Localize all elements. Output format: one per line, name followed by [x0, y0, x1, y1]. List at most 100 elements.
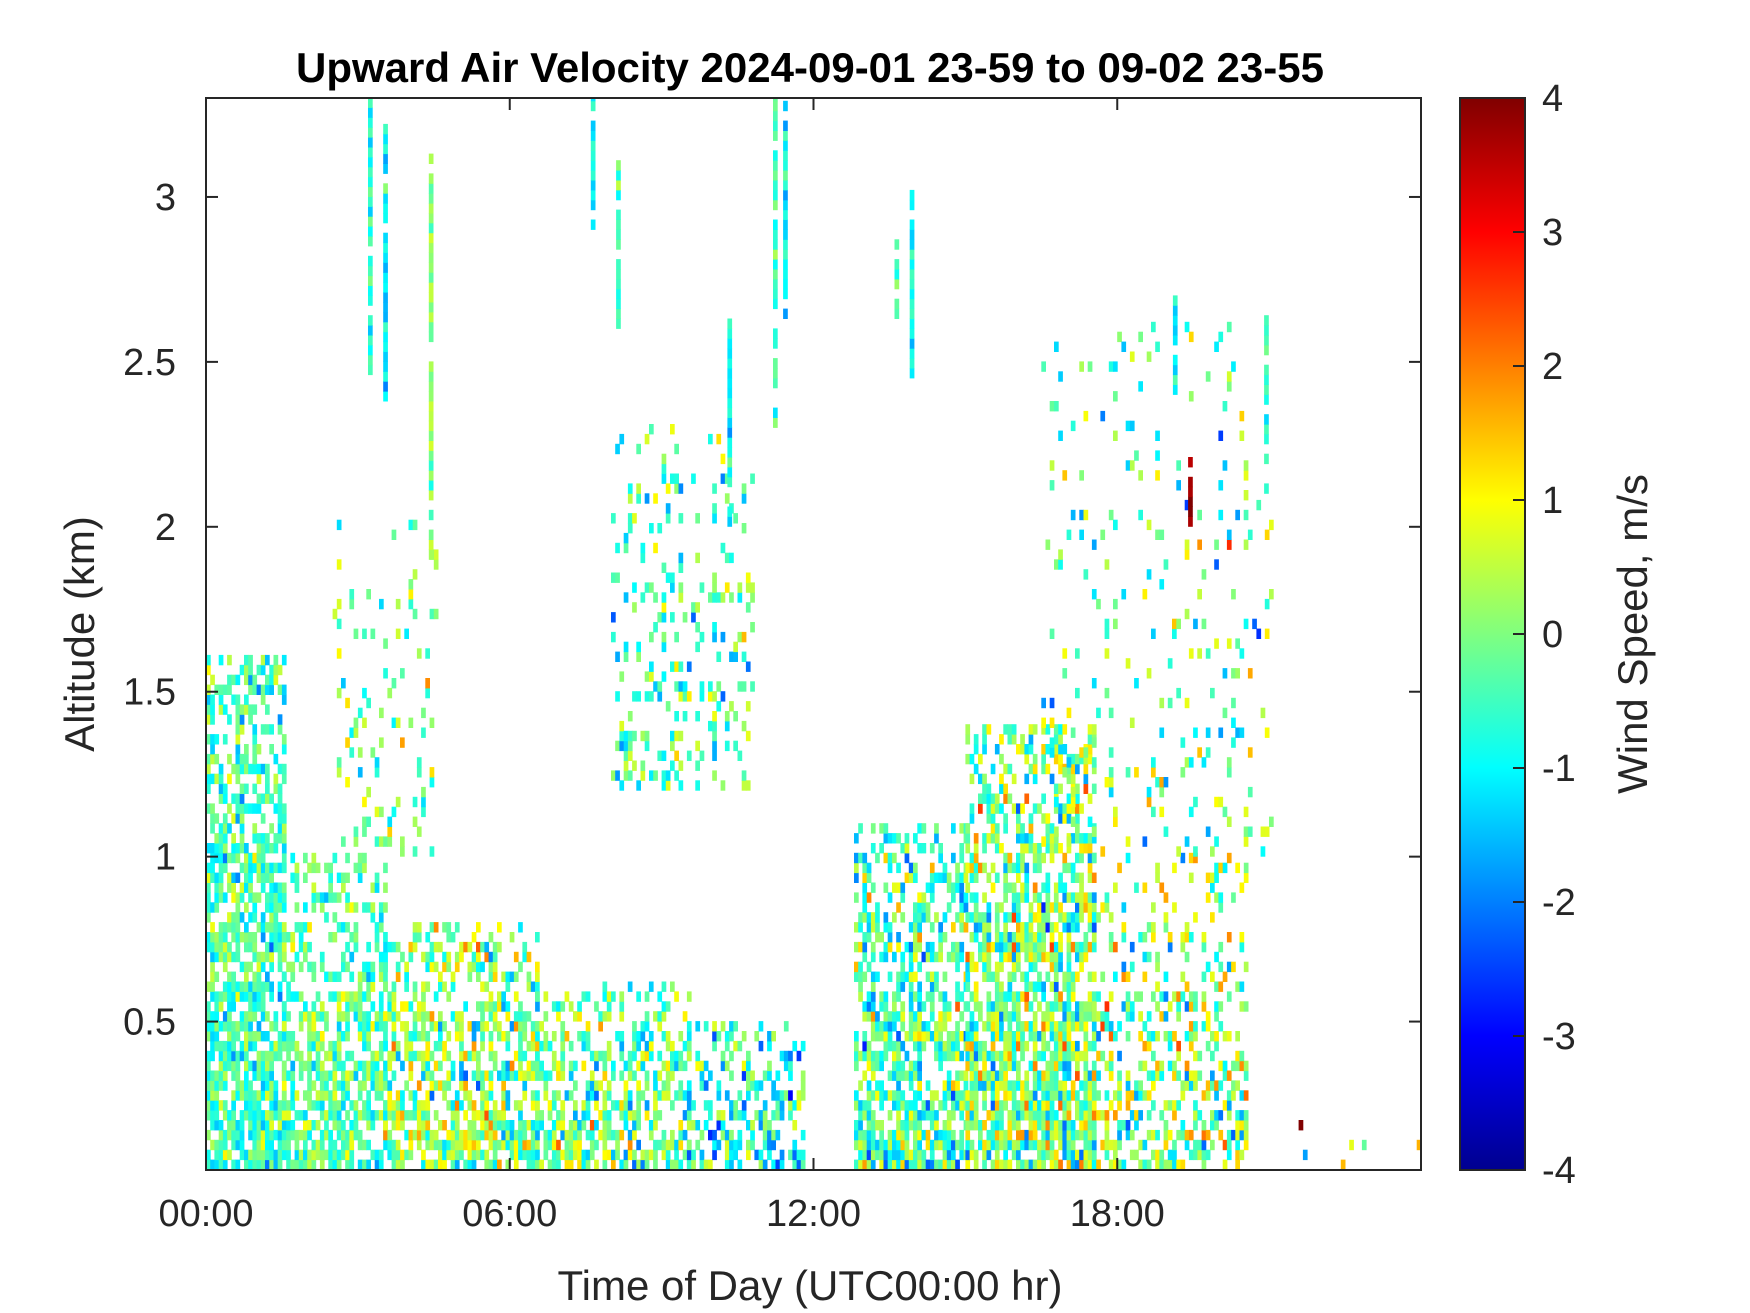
heatmap-cell: [858, 1100, 863, 1111]
heatmap-cell: [1113, 806, 1118, 818]
heatmap-cell: [374, 1070, 380, 1081]
heatmap-cell: [442, 951, 447, 963]
heatmap-cell: [446, 1149, 452, 1161]
heatmap-cell: [762, 1129, 768, 1141]
heatmap-cell: [560, 1040, 566, 1052]
heatmap-cell: [990, 1011, 996, 1022]
heatmap-cell: [951, 823, 956, 834]
heatmap-cell: [644, 1011, 650, 1022]
heatmap-cell: [1079, 902, 1084, 913]
heatmap-cell: [1172, 374, 1178, 385]
heatmap-cell: [720, 1110, 726, 1121]
heatmap-cell: [564, 1139, 570, 1151]
heatmap-cell: [783, 199, 788, 211]
heatmap-cell: [716, 681, 722, 692]
heatmap-cell: [416, 1080, 422, 1091]
heatmap-cell: [446, 991, 452, 1002]
heatmap-cell: [429, 961, 435, 973]
heatmap-cell: [290, 1090, 296, 1101]
heatmap-cell: [497, 991, 502, 1002]
heatmap-cell: [218, 951, 224, 963]
heatmap-cell: [235, 872, 241, 883]
heatmap-cell: [1210, 1050, 1215, 1062]
heatmap-cell: [239, 981, 245, 992]
heatmap-cell: [909, 298, 915, 310]
heatmap-cell: [509, 1139, 515, 1151]
heatmap-cell: [951, 882, 956, 893]
heatmap-cell: [1062, 1139, 1068, 1151]
heatmap-cell: [281, 1129, 287, 1141]
heatmap-cell: [357, 862, 363, 874]
heatmap-cell: [505, 1120, 511, 1131]
heatmap-cell: [341, 678, 346, 689]
heatmap-cell: [353, 1001, 359, 1012]
heatmap-cell: [938, 932, 943, 943]
heatmap-cell: [535, 1060, 540, 1072]
heatmap-cell: [1172, 1100, 1177, 1111]
heatmap-cell: [1062, 648, 1068, 659]
heatmap-cell: [307, 1021, 312, 1032]
heatmap-cell: [433, 549, 439, 560]
heatmap-cell: [716, 1090, 722, 1101]
heatmap-cell: [1231, 737, 1236, 748]
heatmap-cell: [1011, 1100, 1017, 1111]
heatmap-cell: [712, 1139, 717, 1151]
heatmap-cell: [345, 1011, 350, 1022]
heatmap-cell: [1235, 1050, 1240, 1062]
heatmap-cell: [518, 1139, 523, 1151]
heatmap-cell: [1020, 823, 1025, 834]
heatmap-cell: [1049, 1090, 1055, 1101]
heatmap-cell: [866, 1011, 872, 1022]
heatmap-cell: [737, 681, 743, 692]
heatmap-cell: [866, 1110, 872, 1121]
heatmap-cell: [1197, 1070, 1203, 1081]
heatmap-cell: [324, 971, 329, 982]
heatmap-cell: [1243, 539, 1249, 550]
heatmap-cell: [239, 823, 245, 834]
heatmap-cell: [1188, 1149, 1194, 1161]
heatmap-cell: [900, 1159, 906, 1170]
heatmap-cell: [1243, 806, 1249, 818]
heatmap-cell: [627, 513, 633, 524]
heatmap-cell: [1075, 1011, 1080, 1022]
heatmap-cell: [986, 833, 992, 844]
heatmap-cell: [218, 1129, 224, 1141]
heatmap-cell: [307, 1050, 312, 1062]
heatmap-cell: [231, 674, 236, 686]
heatmap-cell: [1066, 529, 1072, 540]
heatmap-cell: [1083, 1149, 1089, 1161]
heatmap-cell: [773, 249, 778, 260]
heatmap-cell: [994, 1090, 1000, 1101]
heatmap-cell: [395, 1011, 401, 1022]
heatmap-cell: [1184, 757, 1190, 768]
heatmap-cell: [210, 1100, 215, 1111]
heatmap-cell: [1176, 1050, 1181, 1062]
heatmap-cell: [746, 1050, 751, 1062]
heatmap-cell: [1066, 793, 1072, 804]
heatmap-cell: [1007, 1050, 1013, 1062]
heatmap-cell: [273, 654, 279, 666]
heatmap-cell: [368, 98, 373, 108]
heatmap-cell: [632, 1110, 637, 1121]
heatmap-cell: [1134, 991, 1139, 1002]
heatmap-cell: [256, 793, 262, 804]
heatmap-cell: [378, 912, 384, 923]
heatmap-cell: [1129, 1001, 1135, 1012]
heatmap-cell: [929, 1001, 935, 1012]
heatmap-cell: [870, 882, 876, 893]
heatmap-cell: [1239, 1090, 1245, 1101]
heatmap-cell: [1188, 932, 1194, 943]
heatmap-cell: [501, 991, 506, 1002]
heatmap-cell: [1066, 707, 1072, 719]
heatmap-cell: [965, 1139, 971, 1151]
heatmap-cell: [345, 777, 350, 788]
heatmap-cell: [938, 1100, 943, 1111]
heatmap-cell: [727, 348, 733, 359]
heatmap-cell: [649, 631, 654, 643]
heatmap-cell: [1032, 753, 1038, 765]
heatmap-cell: [1239, 1120, 1245, 1131]
heatmap-cell: [298, 1050, 304, 1062]
heatmap-cell: [281, 684, 287, 695]
heatmap-cell: [1176, 1100, 1181, 1111]
heatmap-cell: [336, 1080, 342, 1091]
